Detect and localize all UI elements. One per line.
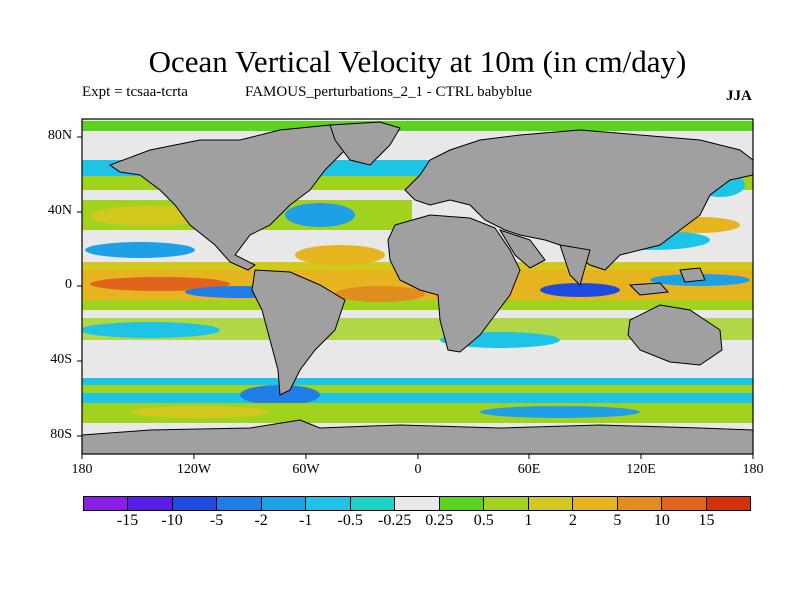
field-patch <box>540 283 620 297</box>
colorbar-swatch <box>617 497 663 510</box>
colorbar-swatch <box>395 497 440 510</box>
colorbar-swatch <box>573 497 618 510</box>
field-band <box>82 360 753 378</box>
x-tick-label: 120E <box>626 462 656 477</box>
colorbar-swatch <box>217 497 262 510</box>
x-tick-label: 120W <box>176 462 212 477</box>
india <box>559 244 591 286</box>
x-tick-label: 60W <box>292 462 320 477</box>
field-patch <box>85 242 195 258</box>
colorbar-swatch <box>128 497 173 510</box>
land <box>82 121 753 454</box>
field-patch <box>130 406 270 418</box>
colorbar-label: 0.5 <box>473 512 494 529</box>
chart-title: Ocean Vertical Velocity at 10m (in cm/da… <box>148 44 687 79</box>
field-band <box>82 385 753 393</box>
x-tick-label: 180 <box>742 462 764 477</box>
greenland <box>329 121 401 166</box>
colorbar-label: -5 <box>209 512 224 529</box>
field-band <box>82 121 753 131</box>
colorbar-swatch <box>306 497 351 510</box>
colorbar-label: 10 <box>653 512 670 529</box>
colorbar-swatch <box>84 497 129 510</box>
y-tick-label: 40N <box>47 203 72 218</box>
y-tick-label: 80S <box>50 427 72 442</box>
colorbar-label: -15 <box>116 512 139 529</box>
colorbar-swatch <box>439 497 485 510</box>
colorbar-label: 1 <box>524 512 533 529</box>
experiment-label: Expt = tcsaa-tcrta <box>82 84 188 100</box>
indonesia <box>628 282 670 296</box>
africa <box>387 214 521 353</box>
y-tick-label: 0 <box>65 277 72 292</box>
australia <box>627 304 723 366</box>
eurasia <box>404 129 753 271</box>
field-patch <box>285 203 355 227</box>
ticks <box>77 136 754 459</box>
colorbar-swatch <box>662 497 707 510</box>
colorbar-label: 2 <box>568 512 577 529</box>
map-area <box>82 119 753 454</box>
colorbar-label: -1 <box>298 512 313 529</box>
x-tick-label: 60E <box>517 462 541 477</box>
run-label: FAMOUS_perturbations_2_1 - CTRL babyblue <box>245 84 533 100</box>
field-patch <box>295 245 385 265</box>
colorbar <box>83 496 751 511</box>
colorbar-label: 15 <box>698 512 715 529</box>
season-label: JJA <box>726 88 752 104</box>
antarctica <box>82 419 753 454</box>
colorbar-swatch <box>706 497 751 510</box>
colorbar-swatch <box>350 497 396 510</box>
colorbar-label: -10 <box>161 512 183 529</box>
x-tick-label: 180 <box>71 462 93 477</box>
y-tick-label: 40S <box>50 352 72 367</box>
colorbar-swatch <box>261 497 307 510</box>
field-patch <box>335 286 425 302</box>
field-patch <box>82 322 220 338</box>
colorbar-label: 0.25 <box>425 512 454 529</box>
islands <box>679 267 706 283</box>
field-patch <box>90 277 230 291</box>
colorbar-label: -0.25 <box>378 512 412 529</box>
colorbar-swatch <box>172 497 218 510</box>
field-patch <box>480 406 640 418</box>
colorbar-swatch <box>528 497 574 510</box>
colorbar-swatch <box>484 497 529 510</box>
arabia <box>498 229 546 269</box>
x-tick-label: 0 <box>414 462 422 477</box>
colorbar-label: -0.5 <box>337 512 363 529</box>
colorbar-label: -2 <box>254 512 268 529</box>
south-america <box>251 269 346 396</box>
field-band <box>82 300 753 310</box>
north-america <box>108 124 361 271</box>
field-band <box>82 318 753 340</box>
colorbar-label: 5 <box>613 512 622 529</box>
y-tick-label: 80N <box>47 128 72 143</box>
